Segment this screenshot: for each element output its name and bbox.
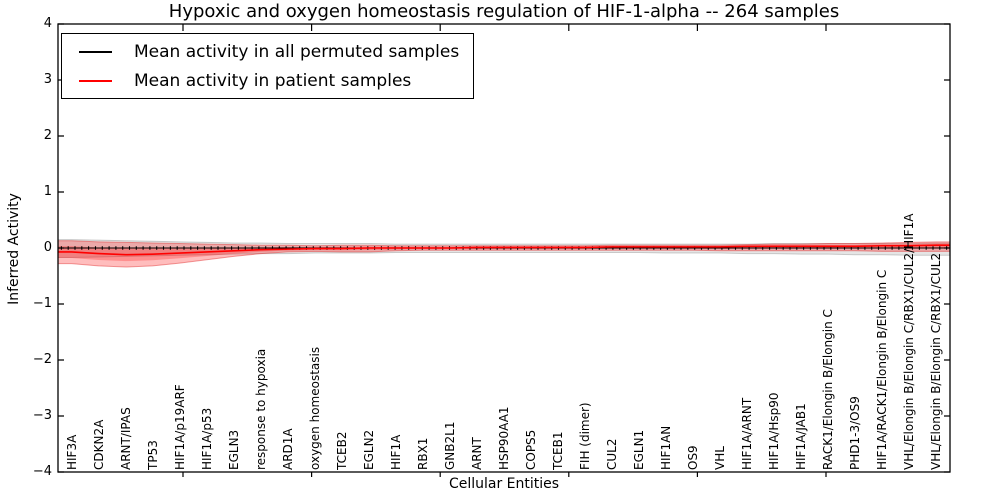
x-tick-label: TCEB1 bbox=[551, 431, 566, 470]
x-tick-label: HIF1A/Hsp90 bbox=[767, 392, 782, 470]
x-tick-label: TCEB2 bbox=[334, 431, 349, 470]
y-tick-label: 4 bbox=[43, 16, 52, 31]
x-tick-label: HIF1AN bbox=[659, 425, 674, 470]
legend-item-permuted: Mean activity in all permuted samples bbox=[70, 37, 459, 66]
y-tick-label: −3 bbox=[32, 408, 52, 423]
y-tick-label: 0 bbox=[43, 240, 52, 255]
x-tick-label: HIF1A/ARNT bbox=[740, 397, 755, 470]
x-tick-label: oxygen homeostasis bbox=[307, 346, 322, 470]
x-tick-label: VHL/Elongin B/Elongin C/RBX1/CUL2/HIF1A bbox=[902, 213, 917, 470]
x-tick-label: ARNT/IPAS bbox=[118, 407, 133, 470]
axis-ticks bbox=[58, 23, 950, 477]
x-tick-label: CUL2 bbox=[605, 438, 620, 470]
y-tick-label: 1 bbox=[43, 184, 52, 199]
x-tick-label: FIH (dimer) bbox=[578, 402, 593, 470]
y-tick-label: 3 bbox=[43, 72, 52, 87]
legend-label-permuted: Mean activity in all permuted samples bbox=[134, 41, 460, 62]
x-tick-label: HSP90AA1 bbox=[497, 406, 511, 470]
patient-line-swatch bbox=[79, 79, 112, 82]
x-tick-label: EGLN1 bbox=[632, 429, 647, 470]
x-tick-label: HIF1A/p19ARF bbox=[172, 384, 187, 470]
permuted-line-swatch bbox=[79, 50, 112, 53]
legend-box: Mean activity in all permuted samples Me… bbox=[61, 33, 475, 99]
x-tick-label: CDKN2A bbox=[91, 419, 106, 470]
x-tick-label: OS9 bbox=[686, 445, 701, 470]
x-axis-title: Cellular Entities bbox=[448, 476, 560, 492]
x-tick-label: VHL/Elongin B/Elongin C/RBX1/CUL2 bbox=[929, 252, 944, 470]
x-tick-label: EGLN2 bbox=[361, 429, 376, 470]
x-tick-label: PHD1-3/OS9 bbox=[848, 396, 863, 470]
x-tick-label: ARD1A bbox=[280, 428, 295, 470]
x-tick-label: HIF3A bbox=[64, 434, 79, 470]
x-tick-label: ARNT bbox=[469, 437, 484, 470]
x-tick-label: RACK1/Elongin B/Elongin C bbox=[821, 309, 836, 470]
x-tick-label: GNB2L1 bbox=[442, 421, 457, 470]
x-tick-label: HIF1A/JAB1 bbox=[794, 403, 809, 470]
x-tick-label: TP53 bbox=[145, 440, 160, 470]
chart-title: Hypoxic and oxygen homeostasis regulatio… bbox=[168, 1, 840, 22]
x-tick-label: HIF1A/p53 bbox=[199, 407, 214, 470]
legend-label-patient: Mean activity in patient samples bbox=[134, 70, 412, 91]
x-tick-label: HIF1A bbox=[388, 434, 403, 470]
x-tick-label: HIF1A/RACK1/Elongin B/Elongin C bbox=[875, 269, 890, 470]
x-tick-label: response to hypoxia bbox=[253, 348, 268, 470]
x-tick-label: COPS5 bbox=[524, 429, 539, 470]
x-tick-label: VHL bbox=[713, 446, 728, 470]
legend-item-patient: Mean activity in patient samples bbox=[70, 66, 459, 95]
x-tick-label: EGLN3 bbox=[226, 429, 241, 470]
y-tick-label: −2 bbox=[32, 352, 52, 367]
x-tick-label: RBX1 bbox=[415, 437, 430, 470]
patient-mean-line bbox=[58, 244, 950, 256]
y-tick-label: −1 bbox=[32, 296, 52, 311]
y-tick-label: 2 bbox=[43, 128, 52, 143]
y-tick-label: −4 bbox=[32, 464, 52, 479]
